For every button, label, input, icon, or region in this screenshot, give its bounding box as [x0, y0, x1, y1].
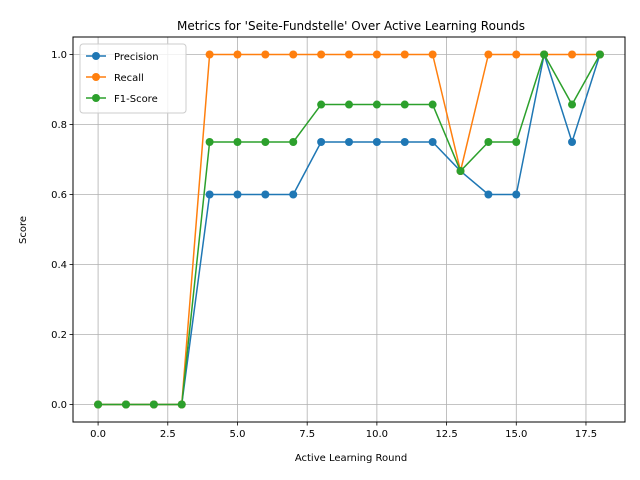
- y-axis-label: Score: [18, 216, 29, 244]
- y-axis-ticks: 0.0 0.2 0.4 0.6 0.8 1.0: [51, 50, 73, 411]
- data-point-f1-score: [149, 400, 158, 409]
- data-point-recall: [317, 50, 326, 59]
- y-tick-label: 0.6: [51, 190, 67, 201]
- data-point-recall: [205, 50, 214, 59]
- data-point-precision: [428, 138, 437, 146]
- data-point-f1-score: [456, 167, 465, 176]
- data-point-precision: [400, 138, 409, 146]
- x-tick-label: 12.5: [435, 429, 457, 440]
- y-tick-label: 1.0: [51, 50, 67, 61]
- data-point-precision: [372, 138, 381, 146]
- data-point-precision: [317, 138, 326, 146]
- data-point-f1-score: [205, 138, 214, 146]
- data-point-recall: [233, 50, 242, 59]
- data-point-recall: [289, 50, 298, 59]
- data-point-precision: [233, 190, 242, 199]
- x-tick-label: 5.0: [230, 429, 246, 440]
- series-f1-score: [94, 50, 604, 409]
- plot-area-frame: [72, 36, 626, 423]
- data-point-precision: [568, 138, 577, 146]
- legend-label: Precision: [114, 52, 159, 63]
- data-point-f1-score: [177, 400, 186, 409]
- data-point-recall: [512, 50, 521, 59]
- y-tick-label: 0.8: [51, 120, 67, 131]
- x-tick-label: 0.0: [90, 429, 106, 440]
- x-tick-label: 2.5: [160, 429, 176, 440]
- data-point-precision: [512, 190, 521, 199]
- legend-item-f1-score: F1-Score: [86, 94, 158, 105]
- data-point-f1-score: [568, 100, 577, 109]
- data-point-f1-score: [261, 138, 270, 146]
- legend-label: F1-Score: [114, 94, 158, 105]
- data-point-recall: [484, 50, 493, 59]
- y-tick-label: 0.4: [51, 260, 67, 271]
- y-tick-label: 0.0: [51, 400, 67, 411]
- data-point-f1-score: [512, 138, 521, 146]
- data-point-f1-score: [428, 100, 437, 109]
- data-point-f1-score: [121, 400, 130, 409]
- legend-item-recall: Recall: [86, 73, 144, 84]
- data-point-f1-score: [94, 400, 103, 409]
- series-group: [94, 50, 604, 409]
- data-point-precision: [289, 190, 298, 199]
- x-axis-label: Active Learning Round: [295, 453, 407, 464]
- data-point-f1-score: [400, 100, 409, 109]
- data-point-f1-score: [372, 100, 381, 109]
- chart-title: Metrics for 'Seite-Fundstelle' Over Acti…: [177, 19, 525, 33]
- legend-item-precision: Precision: [86, 52, 159, 63]
- x-tick-label: 7.5: [299, 429, 315, 440]
- data-point-recall: [400, 50, 409, 59]
- data-point-recall: [345, 50, 353, 59]
- x-tick-label: 17.5: [575, 429, 597, 440]
- x-tick-label: 15.0: [505, 429, 527, 440]
- data-point-f1-score: [317, 100, 326, 109]
- y-tick-label: 0.2: [51, 330, 67, 341]
- data-point-f1-score: [289, 138, 298, 146]
- legend-marker: [92, 73, 100, 81]
- data-point-precision: [345, 138, 353, 146]
- legend-marker: [92, 94, 100, 102]
- data-point-recall: [372, 50, 381, 59]
- data-point-f1-score: [345, 100, 353, 109]
- data-point-f1-score: [595, 50, 604, 59]
- data-point-recall: [261, 50, 270, 59]
- data-point-f1-score: [484, 138, 493, 146]
- data-point-precision: [205, 190, 214, 199]
- data-point-f1-score: [540, 50, 549, 59]
- data-point-precision: [261, 190, 270, 199]
- data-point-recall: [428, 50, 437, 59]
- legend: Precision Recall F1-Score: [79, 43, 187, 114]
- x-axis-ticks: 0.0 2.5 5.0 7.5 10.0 12.5 15.0 17.5: [90, 422, 597, 440]
- x-tick-label: 10.0: [366, 429, 388, 440]
- legend-box: [79, 43, 187, 114]
- data-point-recall: [568, 50, 577, 59]
- data-point-precision: [484, 190, 493, 199]
- data-point-f1-score: [233, 138, 242, 146]
- legend-marker: [92, 52, 100, 60]
- legend-label: Recall: [114, 73, 144, 84]
